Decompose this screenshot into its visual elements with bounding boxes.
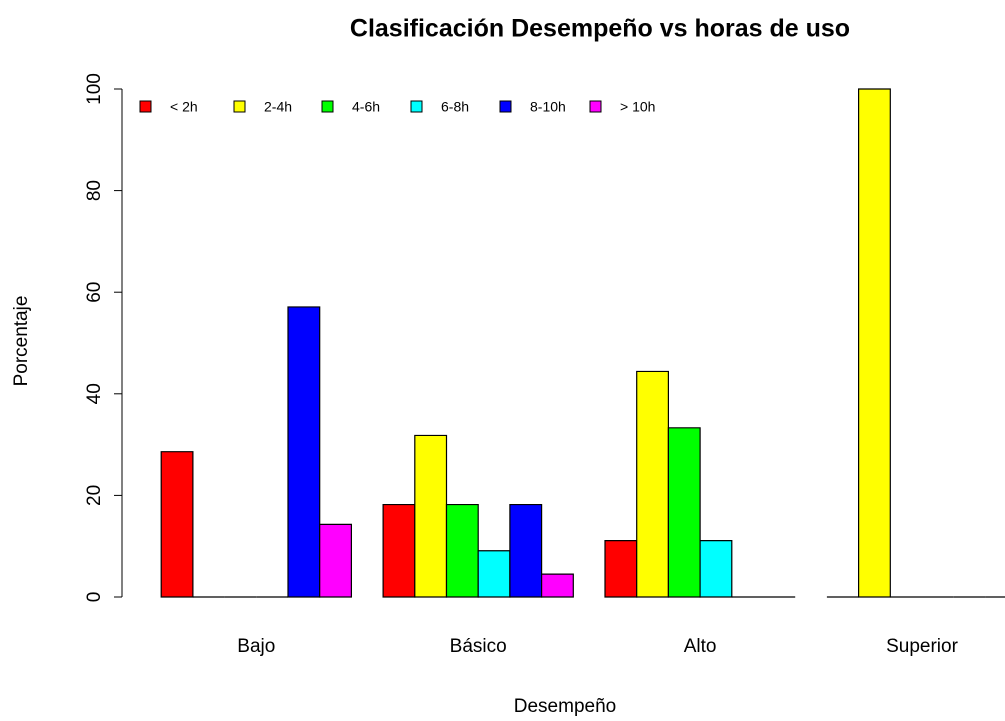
y-tick-label: 60 xyxy=(84,282,105,303)
bar xyxy=(858,88,891,598)
x-tick-label: Superior xyxy=(886,636,958,657)
legend-swatch xyxy=(410,100,423,113)
bar xyxy=(287,306,321,598)
legend-label: 8-10h xyxy=(530,99,566,115)
y-tick-label: 40 xyxy=(84,383,105,404)
x-tick-label: Básico xyxy=(450,636,507,657)
legend-swatch xyxy=(233,100,246,113)
y-axis-label: Porcentaje xyxy=(11,296,32,387)
legend-swatch xyxy=(139,100,152,113)
bar xyxy=(541,573,574,598)
legend-label: 4-6h xyxy=(352,99,380,115)
chart-title: Clasificación Desempeño vs horas de uso xyxy=(350,15,850,43)
legend-label: < 2h xyxy=(170,99,198,115)
bar xyxy=(509,503,543,598)
legend-label: 2-4h xyxy=(264,99,292,115)
legend-swatch xyxy=(321,100,334,113)
x-tick-label: Alto xyxy=(684,636,717,657)
x-axis-label: Desempeño xyxy=(514,696,616,717)
legend-swatch xyxy=(499,100,512,113)
bar xyxy=(319,523,352,598)
legend-swatch xyxy=(589,100,602,113)
bar xyxy=(699,540,733,598)
y-tick-label: 80 xyxy=(84,180,105,201)
bar xyxy=(667,427,701,598)
bar xyxy=(604,540,638,598)
bar xyxy=(445,503,479,598)
bar xyxy=(414,434,448,598)
legend-label: 6-8h xyxy=(441,99,469,115)
y-tick-label: 20 xyxy=(84,485,105,506)
legend-label: > 10h xyxy=(620,99,655,115)
y-tick-label: 0 xyxy=(84,592,105,603)
bar xyxy=(477,550,511,598)
bar xyxy=(160,451,194,598)
bar xyxy=(636,370,669,598)
y-tick-label: 100 xyxy=(84,73,105,105)
x-tick-label: Bajo xyxy=(237,636,275,657)
bar xyxy=(382,503,416,598)
